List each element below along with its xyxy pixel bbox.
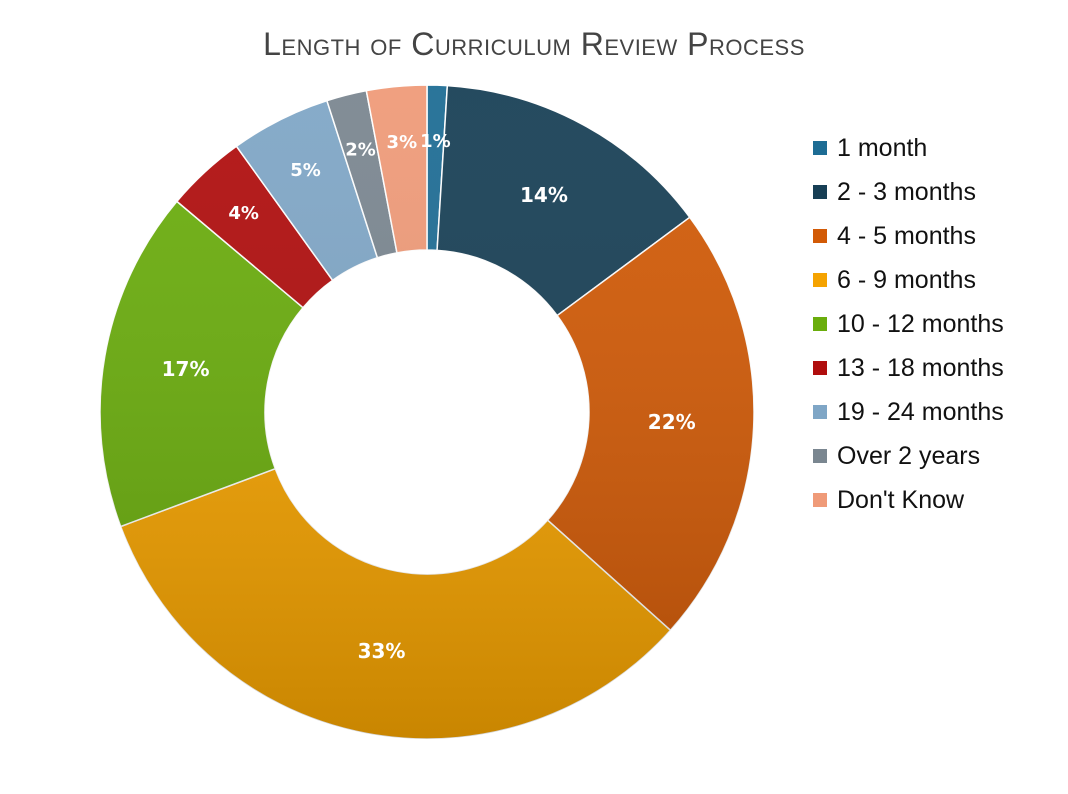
data-label-1-month: 1% [420, 131, 451, 152]
legend-item-4-5-months: 4 - 5 months [813, 214, 1063, 258]
legend-item-1-month: 1 month [813, 126, 1063, 170]
legend-item-13-18-months: 13 - 18 months [813, 346, 1063, 390]
legend-item-don-t-know: Don't Know [813, 478, 1063, 522]
legend-label: Over 2 years [837, 441, 981, 470]
data-label-2-3-months: 14% [520, 183, 568, 207]
legend-item-over-2-years: Over 2 years [813, 434, 1063, 478]
legend-label: 2 - 3 months [837, 177, 976, 206]
legend-label: 19 - 24 months [837, 397, 1004, 426]
legend-item-6-9-months: 6 - 9 months [813, 258, 1063, 302]
legend-swatch [813, 229, 827, 243]
legend-swatch [813, 317, 827, 331]
legend-item-10-12-months: 10 - 12 months [813, 302, 1063, 346]
legend-swatch [813, 449, 827, 463]
legend-swatch [813, 141, 827, 155]
legend-item-19-24-months: 19 - 24 months [813, 390, 1063, 434]
data-label-over-2-years: 2% [345, 139, 376, 160]
legend-label: 6 - 9 months [837, 265, 976, 294]
legend-label: Don't Know [837, 485, 965, 514]
legend-label: 4 - 5 months [837, 221, 976, 250]
legend-swatch [813, 273, 827, 287]
legend-item-2-3-months: 2 - 3 months [813, 170, 1063, 214]
legend-label: 10 - 12 months [837, 309, 1004, 338]
data-label-6-9-months: 33% [358, 639, 406, 663]
data-label-don-t-know: 3% [387, 132, 418, 153]
data-label-10-12-months: 17% [162, 357, 210, 381]
chart-title: Length of Curriculum Review Process [263, 26, 805, 62]
legend-swatch [813, 493, 827, 507]
legend-label: 13 - 18 months [837, 353, 1004, 382]
legend-swatch [813, 185, 827, 199]
legend: 1 month 2 - 3 months 4 - 5 months 6 - 9 mon… [813, 126, 1063, 522]
legend-swatch [813, 405, 827, 419]
data-label-13-18-months: 4% [228, 203, 259, 224]
data-label-4-5-months: 22% [648, 410, 696, 434]
legend-swatch [813, 361, 827, 375]
legend-label: 1 month [837, 133, 928, 162]
data-label-19-24-months: 5% [290, 160, 321, 181]
